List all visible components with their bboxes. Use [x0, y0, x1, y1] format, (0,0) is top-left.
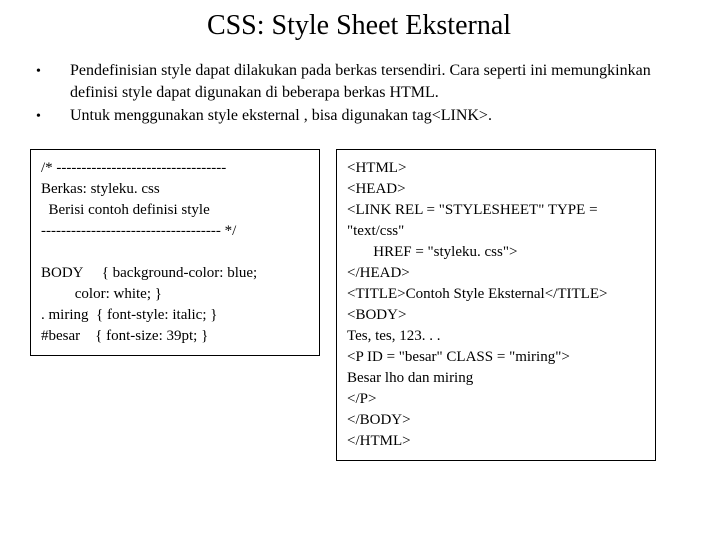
slide-page: CSS: Style Sheet Eksternal • Pendefinisi…: [0, 0, 718, 481]
bullet-text: Untuk menggunakan style eksternal , bisa…: [70, 105, 492, 127]
bullet-list: • Pendefinisian style dapat dilakukan pa…: [30, 60, 688, 127]
list-item: • Pendefinisian style dapat dilakukan pa…: [30, 60, 688, 103]
bullet-marker: •: [30, 60, 70, 80]
bullet-marker: •: [30, 105, 70, 125]
bullet-text: Pendefinisian style dapat dilakukan pada…: [70, 60, 688, 103]
code-boxes-row: /* ---------------------------------- Be…: [30, 149, 688, 461]
css-code-box: /* ---------------------------------- Be…: [30, 149, 320, 356]
page-title: CSS: Style Sheet Eksternal: [30, 10, 688, 42]
html-code-box: <HTML> <HEAD> <LINK REL = "STYLESHEET" T…: [336, 149, 656, 461]
list-item: • Untuk menggunakan style eksternal , bi…: [30, 105, 688, 127]
